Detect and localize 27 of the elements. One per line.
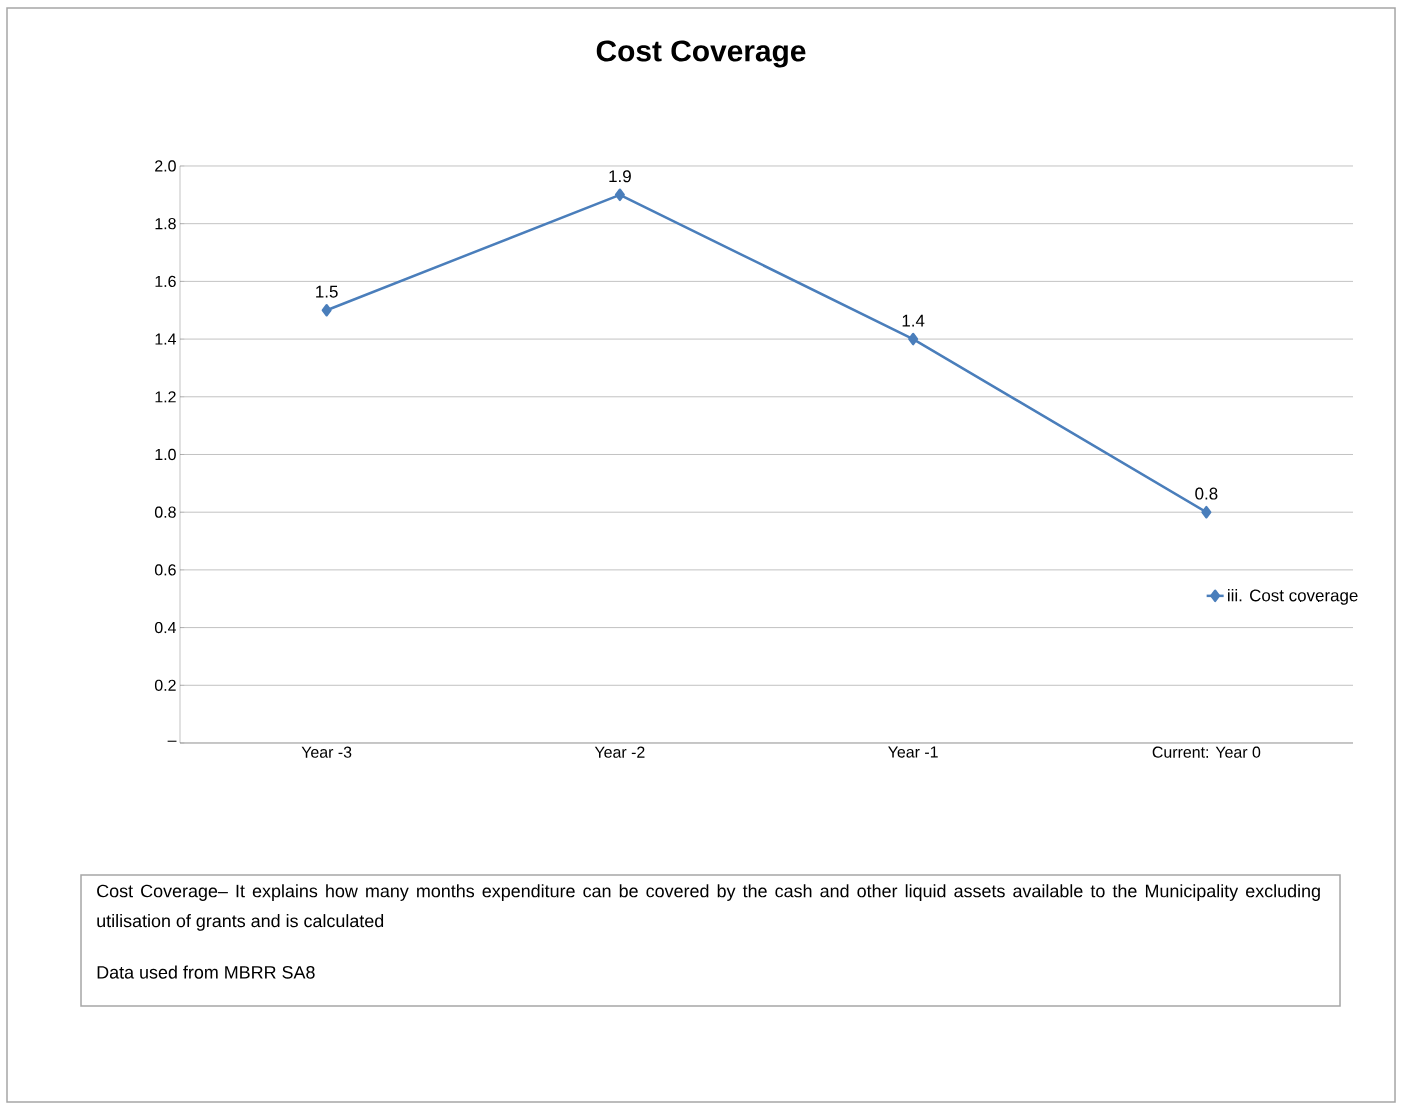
legend-label: iii. Cost coverage [1228, 588, 1358, 605]
data-label: 1.9 [609, 170, 631, 183]
y-tick-label: 0.4 [154, 621, 177, 634]
y-tick-label: 0.2 [154, 679, 176, 691]
y-tick-label: 2.0 [155, 160, 176, 172]
data-label: 1.5 [316, 285, 338, 298]
y-tick-label: 1.0 [155, 448, 176, 461]
point [908, 332, 919, 346]
data-label: 1.4 [902, 314, 925, 327]
text: Cost Coverage– It explains how many months expenditure can be covered by the cash and other liquid assets available to the Municipality excluding utilisation of grants and is calculated [97, 884, 1320, 931]
y-tick-label: 1.6 [155, 275, 176, 288]
y-tick-label: – [167, 740, 177, 742]
x-tick-label: Year -1 [888, 746, 938, 758]
point [321, 303, 332, 317]
x-tick-label: Year -2 [594, 746, 645, 758]
x-tick-label: Current: Year 0 [1152, 746, 1261, 758]
y-tick-label: 0.8 [154, 506, 176, 518]
point [1201, 505, 1212, 519]
y-tick-label: 1.2 [155, 391, 176, 403]
chart-title: Cost Coverage [596, 40, 806, 68]
y-tick-label: 1.4 [155, 333, 177, 345]
x-tick-label: Year -3 [301, 746, 352, 758]
y-tick-label: 1.8 [155, 218, 176, 230]
y-tick-label: 0.6 [154, 564, 176, 576]
data-label: 0.8 [1195, 487, 1218, 500]
text: Data used from MBRR SA8 [97, 965, 315, 979]
point [614, 188, 625, 202]
